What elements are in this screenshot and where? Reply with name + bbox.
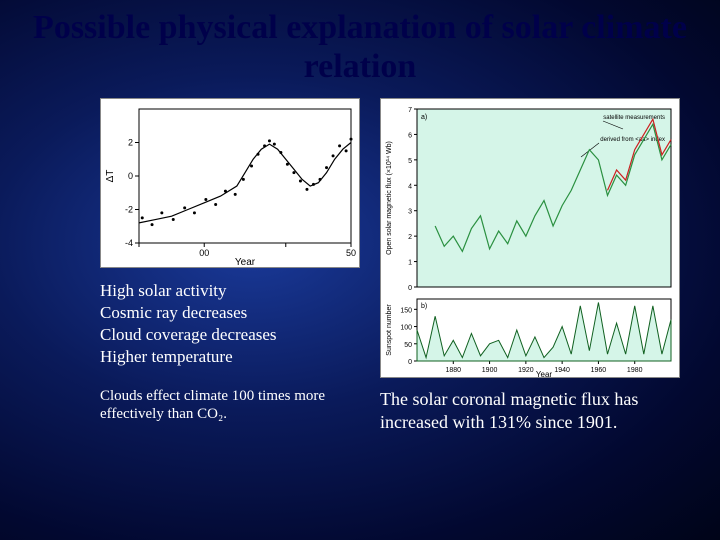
bullet-item: Higher temperature — [100, 346, 360, 368]
svg-text:2: 2 — [128, 138, 133, 148]
svg-text:1880: 1880 — [445, 367, 461, 374]
svg-text:0: 0 — [408, 285, 412, 292]
svg-text:1920: 1920 — [518, 367, 534, 374]
svg-text:7: 7 — [408, 107, 412, 114]
svg-text:Year: Year — [235, 257, 256, 268]
content-area: -4-2020050YearΔT High solar activity Cos… — [0, 86, 720, 433]
bullet-item: High solar activity — [100, 280, 360, 302]
svg-text:1900: 1900 — [482, 367, 498, 374]
svg-text:0: 0 — [408, 359, 412, 366]
svg-text:Sunspot number: Sunspot number — [386, 304, 393, 356]
svg-text:satellite measurements: satellite measurements — [603, 115, 665, 121]
bullet-list: High solar activity Cosmic ray decreases… — [100, 280, 360, 368]
right-caption: The solar coronal magnetic flux has incr… — [380, 388, 690, 433]
svg-text:a): a) — [421, 114, 427, 121]
svg-text:150: 150 — [400, 308, 412, 315]
magnetic-flux-chart: 0 1 2 3 4 5 6 7 Open solar magnetic flux (×10¹⁴ … — [380, 98, 680, 378]
svg-text:50: 50 — [346, 248, 356, 258]
bullet-item: Cloud coverage decreases — [100, 324, 360, 346]
svg-text:-2: -2 — [125, 205, 133, 215]
svg-text:50: 50 — [404, 342, 412, 349]
svg-text:00: 00 — [199, 248, 209, 258]
svg-text:6: 6 — [408, 133, 412, 140]
svg-text:1960: 1960 — [591, 367, 607, 374]
sub-text: Clouds effect climate 100 times more eff… — [100, 387, 360, 425]
svg-text:b): b) — [421, 303, 427, 310]
svg-text:1980: 1980 — [627, 367, 643, 374]
bullet-item: Cosmic ray decreases — [100, 302, 360, 324]
svg-text:1: 1 — [408, 260, 412, 267]
svg-text:100: 100 — [400, 325, 412, 332]
left-column: -4 -2 0 2 00 50 Year ΔT High solar activity Cos… — [30, 98, 360, 433]
svg-text:ΔT: ΔT — [105, 170, 116, 183]
svg-text:-4: -4 — [125, 238, 133, 248]
right-column: 0 1 2 3 4 5 6 7 Open solar magnetic flux (×10¹⁴ … — [380, 98, 690, 433]
svg-text:Open solar magnetic flux (×10¹: Open solar magnetic flux (×10¹⁴ Wb) — [386, 141, 393, 255]
svg-text:1940: 1940 — [554, 367, 570, 374]
svg-text:3: 3 — [408, 209, 412, 216]
svg-text:2: 2 — [408, 234, 412, 241]
svg-text:0: 0 — [128, 171, 133, 181]
svg-text:4: 4 — [408, 183, 412, 190]
svg-text:derived from <aa> index: derived from <aa> index — [600, 137, 665, 143]
svg-text:5: 5 — [408, 158, 412, 165]
temperature-chart: -4 -2 0 2 00 50 Year ΔT — [100, 98, 360, 268]
slide-title: Possible physical explanation of solar c… — [0, 0, 720, 86]
svg-text:Year: Year — [536, 370, 553, 379]
